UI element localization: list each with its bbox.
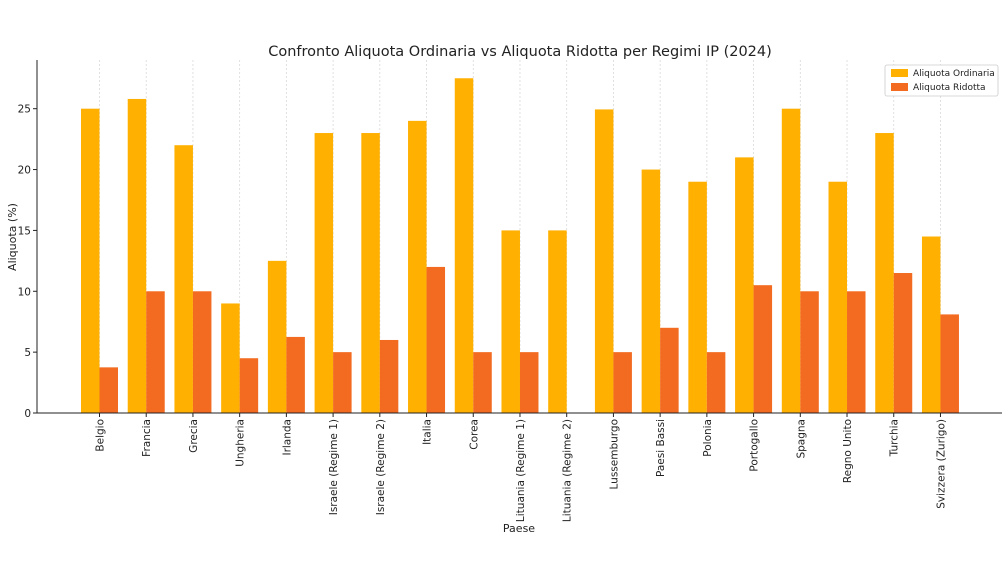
x-tick-label-lituania-regime-1: Lituania (Regime 1)	[515, 419, 527, 522]
bar-aliquota-ordinaria-paesi-bassi	[641, 169, 661, 413]
bar-aliquota-ridotta-polonia	[706, 352, 726, 413]
bar-aliquota-ordinaria-lussemburgo	[594, 109, 614, 414]
x-tick-label-lituania-regime-2: Lituania (Regime 2)	[562, 419, 574, 522]
x-tick-label-regno-unito: Regno Unito	[842, 419, 854, 483]
bar-aliquota-ridotta-israele-regime-1	[333, 352, 352, 413]
bar-aliquota-ordinaria-ungheria	[221, 303, 240, 413]
bar-aliquota-ridotta-regno-unito	[847, 291, 866, 413]
bar-aliquota-ridotta-italia	[426, 266, 446, 413]
x-tick-label-corea: Corea	[468, 419, 480, 450]
legend-swatch-aliquota-ridotta	[891, 83, 908, 91]
x-tick-label-israele-regime-1: Israele (Regime 1)	[328, 419, 340, 515]
x-tick-label-paesi-bassi: Paesi Bassi	[655, 419, 667, 477]
bar-aliquota-ridotta-lussemburgo	[613, 352, 632, 413]
bar-aliquota-ordinaria-regno-unito	[828, 181, 848, 413]
x-tick-label-grecia: Grecia	[188, 419, 200, 453]
bar-aliquota-ordinaria-spagna	[781, 108, 801, 414]
bar-aliquota-ridotta-belgio	[99, 367, 118, 413]
x-tick-label-ungheria: Ungheria	[235, 419, 247, 467]
legend-box	[884, 64, 999, 97]
bar-aliquota-ordinaria-portogallo	[735, 157, 754, 413]
bar-aliquota-ridotta-svizzera-zurigo	[940, 314, 959, 413]
bar-aliquota-ridotta-francia	[146, 291, 165, 413]
x-tick-label-svizzera-zurigo: Svizzera (Zurigo)	[935, 419, 947, 509]
y-tick-label-0: 0	[24, 408, 31, 420]
x-tick-label-spagna: Spagna	[795, 419, 807, 459]
bar-aliquota-ridotta-grecia	[192, 291, 212, 413]
y-tick-label-5: 5	[24, 347, 31, 359]
bar-aliquota-ridotta-paesi-bassi	[660, 327, 679, 413]
x-tick-label-irlanda: Irlanda	[281, 419, 293, 456]
x-tick-label-italia: Italia	[422, 419, 434, 445]
legend-label-aliquota-ordinaria: Aliquota Ordinaria	[913, 69, 995, 79]
bar-aliquota-ordinaria-grecia	[174, 145, 193, 413]
y-tick-label-20: 20	[18, 165, 31, 177]
x-axis-label: Paese	[503, 522, 535, 535]
bar-aliquota-ridotta-turchia	[893, 273, 913, 413]
bar-aliquota-ordinaria-belgio	[81, 108, 100, 414]
legend-swatch-aliquota-ordinaria	[891, 69, 908, 77]
bar-aliquota-ordinaria-lituania-regime-1	[501, 230, 520, 413]
x-tick-label-francia: Francia	[141, 419, 153, 457]
bar-aliquota-ridotta-israele-regime-2	[379, 339, 399, 413]
legend: Aliquota Ordinaria Aliquota Ridotta	[884, 64, 999, 97]
x-tick-label-portogallo: Portogallo	[749, 419, 761, 472]
bar-aliquota-ordinaria-polonia	[688, 181, 707, 413]
bar-aliquota-ridotta-irlanda	[286, 336, 305, 413]
bar-aliquota-ordinaria-israele-regime-1	[314, 133, 334, 413]
legend-label-aliquota-ridotta: Aliquota Ridotta	[913, 83, 986, 93]
bar-aliquota-ridotta-portogallo	[753, 285, 773, 413]
x-tick-label-belgio: Belgio	[95, 419, 107, 452]
x-tick-label-polonia: Polonia	[702, 419, 714, 457]
bar-aliquota-ridotta-ungheria	[239, 358, 259, 413]
x-tick-label-turchia: Turchia	[889, 419, 901, 457]
bar-aliquota-ordinaria-svizzera-zurigo	[921, 236, 941, 413]
x-tick-label-israele-regime-2: Israele (Regime 2)	[375, 419, 387, 515]
bar-aliquota-ordinaria-israele-regime-2	[361, 133, 380, 413]
y-tick-label-25: 25	[18, 104, 31, 116]
y-axis-label: Aliquota (%)	[6, 203, 19, 271]
bar-aliquota-ordinaria-italia	[408, 120, 427, 414]
bar-aliquota-ordinaria-lituania-regime-2	[548, 230, 567, 413]
y-tick-label-10: 10	[18, 286, 31, 298]
bar-aliquota-ordinaria-turchia	[875, 133, 894, 413]
chart-title: Confronto Aliquota Ordinaria vs Aliquota…	[268, 44, 772, 60]
bar-aliquota-ordinaria-irlanda	[267, 260, 287, 413]
bar-aliquota-ridotta-lituania-regime-1	[519, 352, 539, 413]
x-tick-label-lussemburgo: Lussemburgo	[608, 419, 620, 490]
bar-aliquota-ordinaria-corea	[454, 78, 474, 414]
bar-aliquota-ridotta-spagna	[800, 291, 819, 413]
bar-aliquota-ordinaria-francia	[127, 98, 147, 413]
y-tick-label-15: 15	[18, 225, 31, 237]
bar-aliquota-ridotta-corea	[473, 352, 492, 413]
